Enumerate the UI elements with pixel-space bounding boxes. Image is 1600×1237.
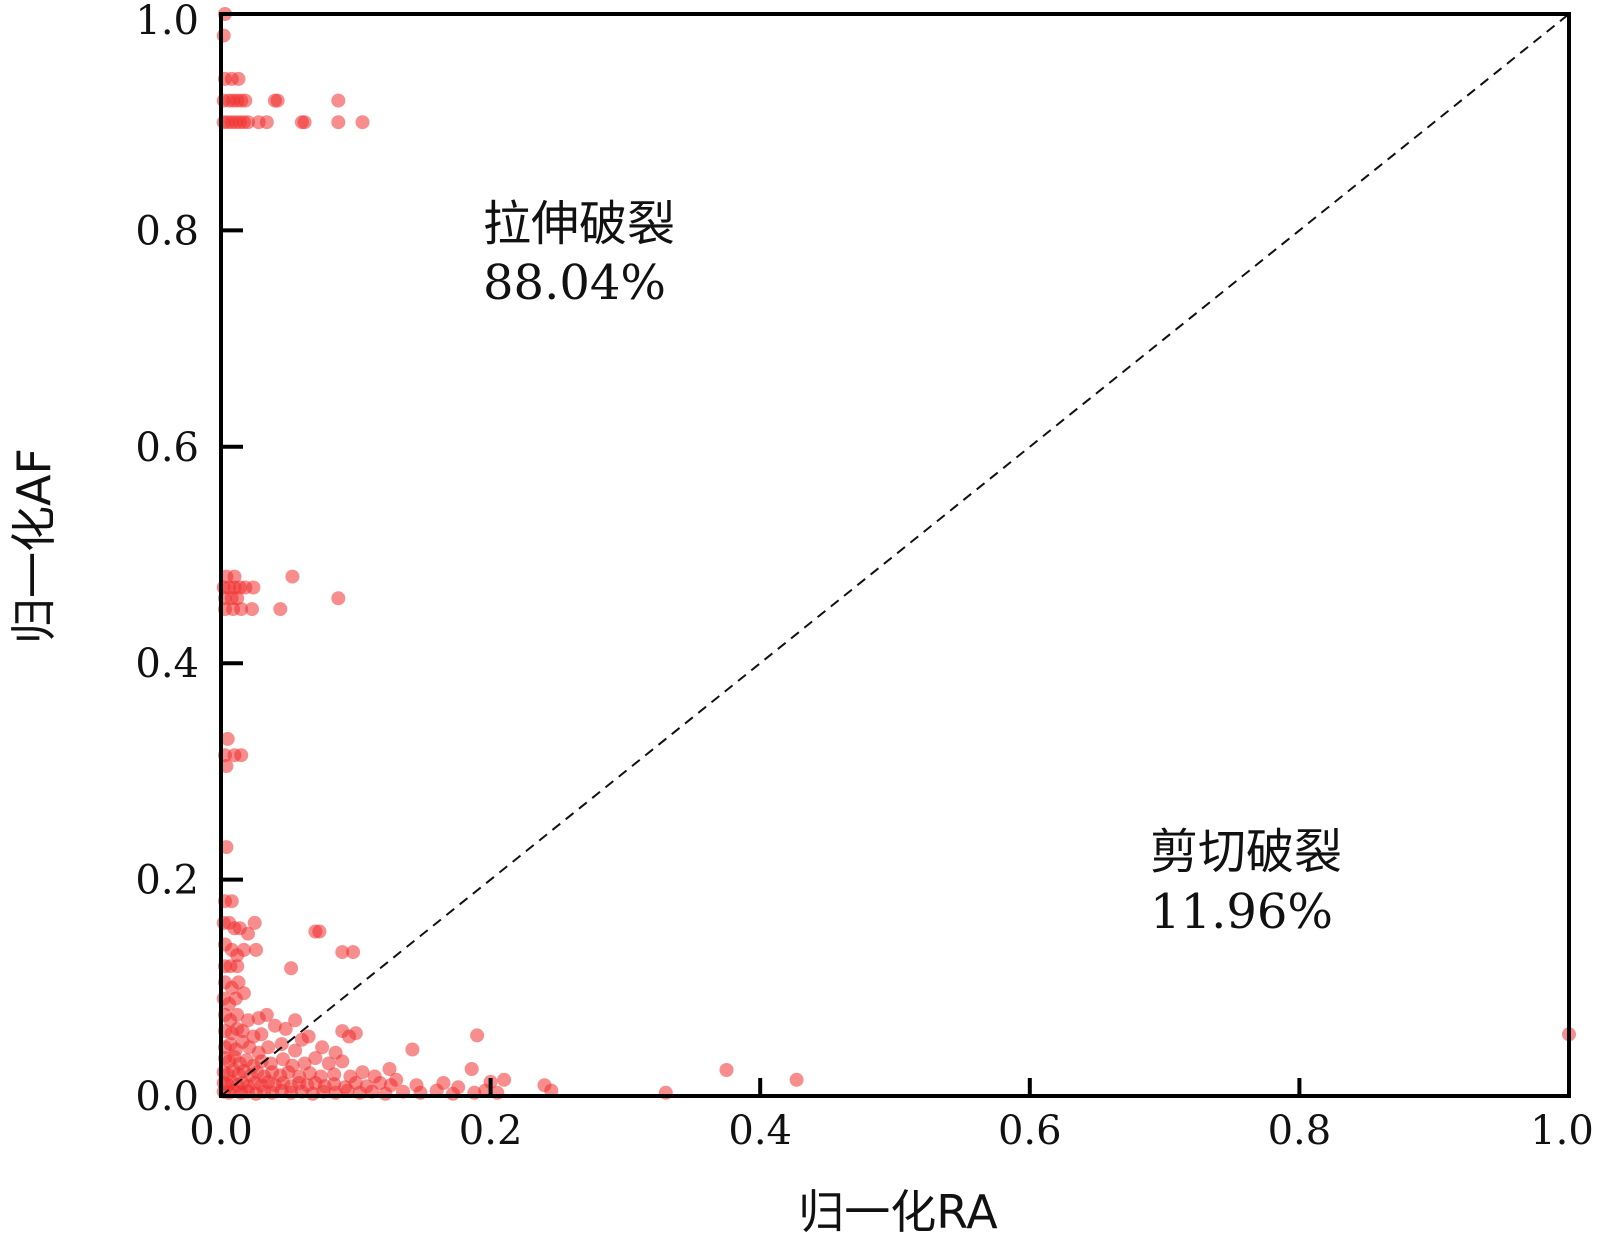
x-tick-label: 0.0 [189,1108,253,1154]
data-point [285,569,300,584]
data-point [355,1065,370,1080]
data-point [247,915,262,930]
data-point [335,1054,350,1069]
y-tick-label: 1.0 [135,0,199,44]
data-point [224,894,239,909]
data-point [259,1007,274,1022]
x-tick-label: 0.8 [1268,1108,1332,1154]
data-point [254,1027,269,1042]
plot-frame [219,12,1571,1098]
data-point [789,1072,804,1087]
data-point [238,93,253,108]
data-point [331,93,346,108]
x-tick-label: 0.6 [998,1108,1062,1154]
data-point [234,748,249,763]
x-axis-ticks: 0.0 0.2 0.4 0.6 0.8 1.0 [189,1078,1594,1154]
data-point [241,1013,255,1028]
data-point [241,115,255,130]
data-point [230,959,245,974]
data-point [246,580,261,595]
x-axis-title: 归一化RA [798,1185,998,1237]
data-point [267,1018,282,1033]
x-tick-label: 0.2 [459,1108,523,1154]
y-tick-label: 0.4 [135,641,199,687]
data-point [236,986,251,1001]
data-point [327,1067,342,1082]
shear-label: 剪切破裂 [1150,824,1342,880]
reference-diagonal [220,13,1570,1097]
data-point [405,1042,420,1057]
data-point [234,602,249,617]
data-point [216,28,231,43]
tensile-label: 拉伸破裂 [483,196,675,252]
data-point [288,1013,303,1028]
data-point [346,945,361,960]
data-point [236,942,251,957]
data-point [231,975,246,990]
data-point [220,731,235,746]
data-point [230,591,245,606]
y-axis-ticks: 0.0 0.2 0.4 0.6 0.8 1.0 [135,0,243,1120]
data-point [321,1056,336,1071]
y-tick-label: 0.0 [135,1074,199,1120]
data-point [348,1026,363,1041]
data-point [378,1086,393,1101]
data-point [331,591,346,606]
data-point [261,1040,276,1055]
data-point [231,71,246,86]
data-point [464,1062,479,1076]
data-point [331,115,346,130]
y-tick-label: 0.2 [135,858,199,904]
data-point [227,569,242,584]
data-point [719,1063,734,1077]
data-point [270,93,285,108]
y-tick-label: 0.6 [135,425,199,471]
data-point [259,115,274,130]
data-point [312,924,327,939]
data-point [301,1029,316,1044]
y-tick-label: 0.8 [135,208,199,254]
x-tick-label: 0.4 [728,1108,792,1154]
data-point [284,961,299,976]
data-point [235,1024,250,1039]
data-point [315,1040,330,1055]
data-point [445,1086,460,1101]
data-point [245,602,259,617]
data-point [335,945,350,960]
data-point [470,1028,485,1043]
data-points [216,7,1576,1101]
data-point [281,1065,296,1080]
data-point [288,1043,303,1058]
shear-percent: 11.96% [1150,884,1333,940]
data-point [249,942,263,957]
data-point [274,1037,289,1052]
data-point [382,1062,397,1076]
data-point [230,1007,245,1022]
data-point [241,926,255,941]
tensile-percent: 88.04% [483,255,666,311]
data-point [278,1021,293,1036]
data-point [497,1072,512,1087]
data-point [297,115,312,130]
data-point [273,602,288,617]
data-point [355,115,370,130]
x-tick-label: 1.0 [1530,1108,1594,1154]
y-axis-title: 归一化AF [7,448,61,644]
data-point [308,1051,323,1066]
